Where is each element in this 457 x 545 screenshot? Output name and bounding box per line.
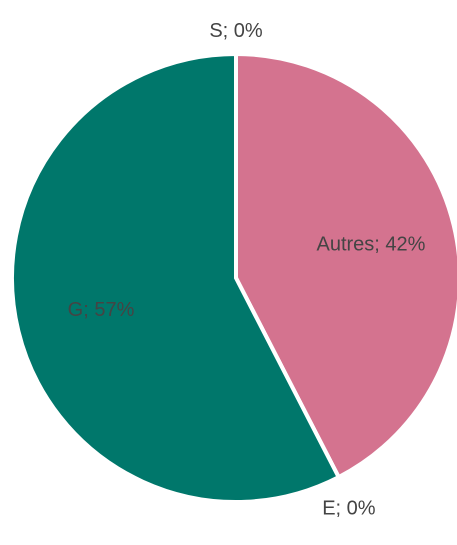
slice-label: S; 0% bbox=[209, 20, 263, 42]
slice-label: E; 0% bbox=[322, 497, 376, 519]
pie-slice bbox=[10, 51, 342, 504]
slice-label: Autres; 42% bbox=[316, 234, 425, 256]
slice-label: G; 57% bbox=[68, 299, 135, 321]
pie-slice bbox=[234, 51, 457, 480]
